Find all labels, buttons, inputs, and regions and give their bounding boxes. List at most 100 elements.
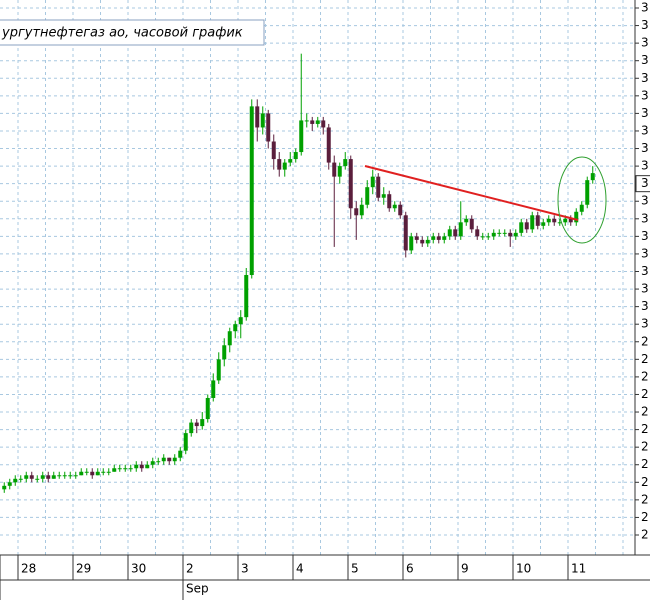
y-tick-label: 2 bbox=[641, 457, 649, 471]
candle-body bbox=[238, 317, 243, 325]
y-tick-label: 3 bbox=[641, 18, 649, 32]
candle-body bbox=[370, 176, 375, 188]
candle-body bbox=[420, 239, 425, 244]
candle-body bbox=[326, 127, 331, 163]
y-tick-label: 3 bbox=[641, 229, 649, 243]
candle-body bbox=[590, 173, 595, 181]
candle-body bbox=[46, 475, 51, 479]
candle-body bbox=[57, 475, 62, 477]
candle-body bbox=[546, 218, 551, 223]
y-tick-label: 3 bbox=[641, 53, 649, 67]
candle-body bbox=[574, 211, 579, 223]
candle-body bbox=[409, 236, 414, 251]
y-tick-label: 3 bbox=[641, 159, 649, 173]
x-tick-label: 5 bbox=[351, 562, 359, 576]
candle-body bbox=[101, 471, 106, 473]
y-tick-label: 2 bbox=[641, 510, 649, 524]
candle-body bbox=[90, 471, 95, 476]
candle-body bbox=[321, 120, 326, 128]
candle-body bbox=[337, 166, 342, 177]
y-tick-label: 3 bbox=[641, 71, 649, 85]
x-tick-label: 10 bbox=[516, 562, 531, 576]
candle-body bbox=[376, 176, 381, 198]
y-tick-label: 3 bbox=[641, 282, 649, 296]
chart-title: ургутнефтегаз ао, часовой график bbox=[1, 26, 243, 41]
candle-body bbox=[469, 218, 474, 230]
x-tick-label: 28 bbox=[21, 562, 36, 576]
candle-body bbox=[260, 113, 265, 128]
candle-body bbox=[398, 204, 403, 216]
y-tick-label: 2 bbox=[641, 528, 649, 542]
candle-body bbox=[51, 475, 56, 479]
candle-body bbox=[266, 113, 271, 142]
y-tick-label: 3 bbox=[641, 317, 649, 331]
y-tick-label: 2 bbox=[641, 352, 649, 366]
candle-body bbox=[447, 229, 452, 237]
x-tick-label: 9 bbox=[461, 562, 469, 576]
candle-body bbox=[150, 461, 155, 465]
candle-body bbox=[123, 468, 128, 470]
x-tick-label: 4 bbox=[296, 562, 304, 576]
candle-body bbox=[310, 120, 315, 124]
y-tick-label: 2 bbox=[641, 334, 649, 348]
candle-body bbox=[183, 433, 188, 451]
candle-body bbox=[62, 475, 67, 477]
candle-body bbox=[431, 236, 436, 240]
candle-body bbox=[475, 229, 480, 237]
y-tick-label: 3 bbox=[641, 36, 649, 50]
candle-body bbox=[425, 239, 430, 244]
candle-body bbox=[222, 345, 227, 360]
highlight-ellipse bbox=[557, 156, 607, 244]
y-tick-label: 2 bbox=[641, 492, 649, 506]
x-tick-label: 6 bbox=[406, 562, 414, 576]
y-tick-label: 2 bbox=[641, 440, 649, 454]
y-tick-label: 3 bbox=[641, 299, 649, 313]
candle-body bbox=[29, 475, 34, 479]
candle-body bbox=[189, 422, 194, 434]
candle-body bbox=[343, 159, 348, 167]
price-marker-label: 3 bbox=[641, 176, 649, 190]
candle-body bbox=[332, 162, 337, 177]
month-label: Sep bbox=[186, 582, 209, 596]
candle-body bbox=[365, 187, 370, 205]
candle-body bbox=[139, 464, 144, 469]
y-tick-label: 2 bbox=[641, 422, 649, 436]
y-tick-label: 3 bbox=[641, 194, 649, 208]
y-tick-label: 3 bbox=[641, 246, 649, 260]
candle-body bbox=[68, 475, 73, 477]
y-tick-label: 2 bbox=[641, 369, 649, 383]
candle-body bbox=[557, 222, 562, 224]
y-tick-label: 3 bbox=[641, 123, 649, 137]
candle-body bbox=[2, 485, 7, 490]
y-tick-label: 3 bbox=[641, 211, 649, 225]
y-tick-label: 2 bbox=[641, 405, 649, 419]
candle-body bbox=[436, 236, 441, 240]
y-tick-label: 2 bbox=[641, 475, 649, 489]
candle-body bbox=[387, 194, 392, 209]
y-tick-label: 3 bbox=[641, 106, 649, 120]
candle-body bbox=[502, 232, 507, 234]
y-tick-label: 2 bbox=[641, 387, 649, 401]
candle-body bbox=[40, 475, 45, 479]
candle-body bbox=[134, 464, 139, 469]
candle-body bbox=[381, 194, 386, 198]
x-tick-label: 11 bbox=[571, 562, 586, 576]
y-tick-label: 3 bbox=[641, 88, 649, 102]
candle-body bbox=[392, 204, 397, 209]
candle-body bbox=[178, 450, 183, 458]
candle-body bbox=[513, 232, 518, 237]
candle-body bbox=[117, 468, 122, 470]
candle-body bbox=[288, 159, 293, 163]
x-tick-label: 3 bbox=[241, 562, 249, 576]
candles bbox=[2, 53, 595, 493]
candle-body bbox=[486, 236, 491, 238]
candle-body bbox=[13, 478, 18, 483]
candle-body bbox=[194, 422, 199, 427]
candle-body bbox=[563, 218, 568, 223]
candle-body bbox=[211, 380, 216, 398]
candle-body bbox=[480, 236, 485, 238]
candle-body bbox=[508, 232, 513, 237]
candle-body bbox=[145, 464, 150, 469]
y-tick-label: 3 bbox=[641, 1, 649, 15]
